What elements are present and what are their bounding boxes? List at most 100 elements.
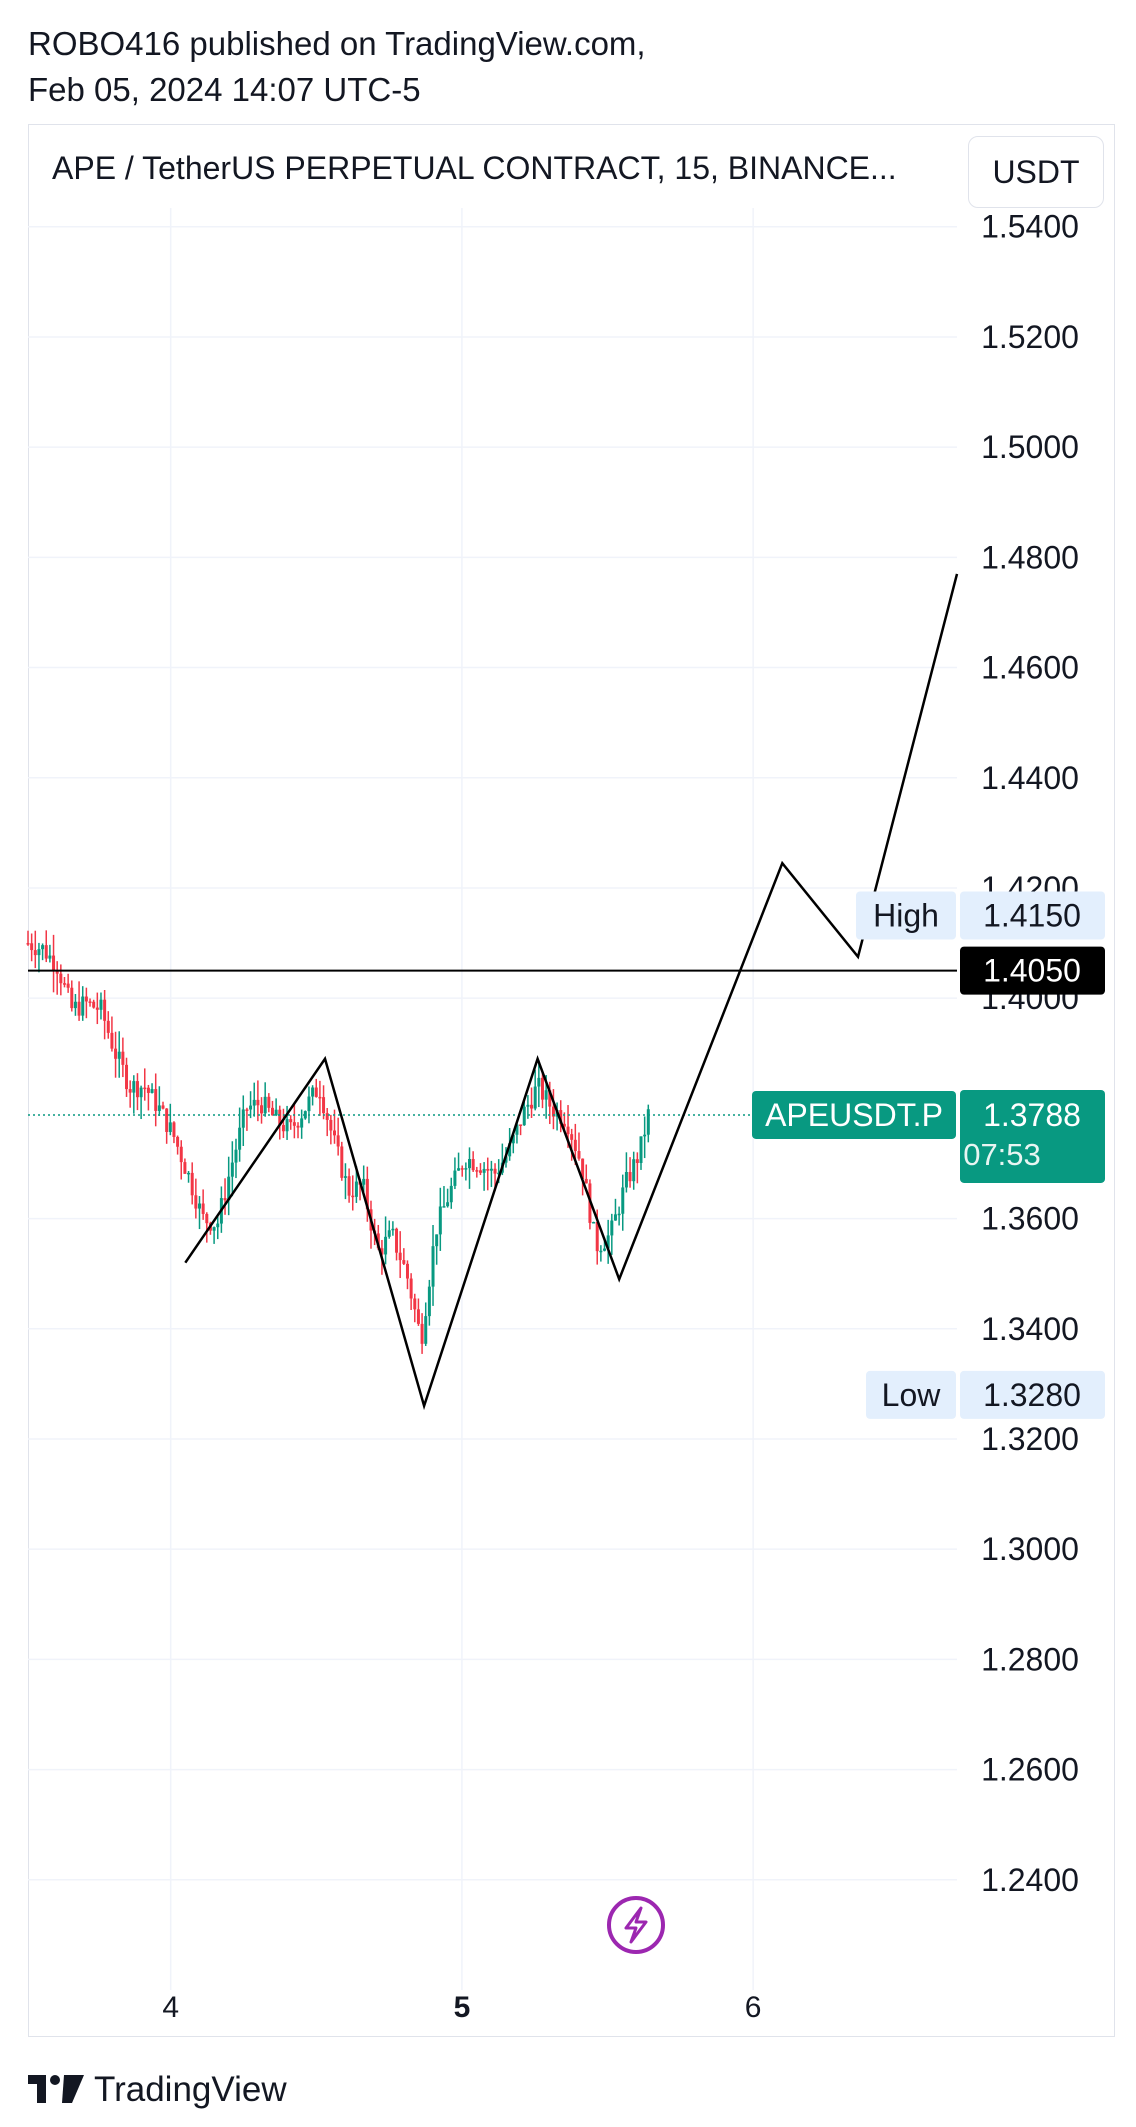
high-label-name: High (873, 898, 939, 934)
candle-body (81, 996, 85, 1016)
candle-body (92, 1001, 96, 1008)
candle-body (336, 1135, 340, 1147)
candle-body (329, 1119, 333, 1131)
candle-body (628, 1172, 632, 1182)
candle-body (453, 1170, 457, 1186)
candle-body (387, 1230, 391, 1237)
candle-body (533, 1086, 537, 1109)
bar-countdown: 07:53 (963, 1137, 1041, 1172)
candle-body (493, 1168, 497, 1174)
candle-body (347, 1176, 351, 1196)
candle-body (30, 943, 34, 951)
y-tick-label: 1.5400 (981, 209, 1079, 245)
y-tick-label: 1.5200 (981, 319, 1079, 355)
x-tick-label: 5 (454, 1991, 471, 2024)
candle-body (592, 1222, 596, 1224)
candle-body (530, 1104, 534, 1109)
candle-body (168, 1122, 172, 1132)
candle-body (154, 1089, 158, 1111)
candle-body (88, 1001, 92, 1003)
symbol-name: APEUSDT.P (765, 1097, 943, 1133)
candle-body (55, 970, 59, 974)
candle-body (475, 1170, 479, 1172)
candle-body (307, 1096, 311, 1112)
candle-body (606, 1235, 610, 1249)
last-price-box (960, 1089, 1105, 1183)
candle-body (103, 999, 107, 1021)
candle-body (471, 1159, 475, 1171)
high-label-name-box (856, 891, 956, 940)
candle-body (260, 1105, 264, 1114)
candle-body (405, 1263, 409, 1279)
candle-body (132, 1081, 136, 1093)
candle-body (570, 1134, 574, 1140)
candle-body (114, 1048, 118, 1059)
candle-body (365, 1178, 369, 1210)
candle-body (197, 1203, 201, 1209)
y-tick-label: 1.3400 (981, 1311, 1079, 1347)
candle-body (252, 1099, 256, 1106)
candle-body (318, 1096, 322, 1099)
candle-body (519, 1124, 523, 1126)
candle-body (263, 1096, 267, 1114)
candle-body (380, 1248, 384, 1255)
low-label-value-box (960, 1370, 1105, 1419)
candle-body (632, 1159, 636, 1182)
candle-body (125, 1064, 129, 1090)
candle-body (351, 1195, 355, 1198)
candle-body (52, 955, 56, 971)
candle-body (33, 950, 37, 956)
candle-body (420, 1323, 424, 1344)
x-axis: 4 5 6 (162, 1991, 761, 2024)
last-price-value: 1.3788 (983, 1097, 1081, 1133)
high-label-value: 1.4150 (983, 898, 1081, 934)
candle-body (595, 1222, 599, 1252)
candle-body (431, 1246, 435, 1287)
candle-body (486, 1168, 490, 1171)
candle-body (296, 1125, 300, 1128)
candle-body (256, 1099, 260, 1106)
candle-body (95, 1007, 99, 1010)
candle-body (99, 999, 103, 1010)
footer-brand[interactable]: TradingView (28, 2070, 287, 2110)
currency-unit-button[interactable]: USDT (968, 136, 1104, 208)
candle-body (566, 1126, 570, 1135)
candle-body (402, 1260, 406, 1264)
level-label: 1.4050 (960, 946, 1105, 995)
x-tick-label: 4 (162, 1991, 179, 2024)
candle-body (73, 1001, 77, 1009)
y-tick-label: 1.2600 (981, 1752, 1079, 1788)
candle-body (599, 1250, 603, 1253)
candle-body (187, 1172, 191, 1175)
candle-body (340, 1146, 344, 1178)
candle-body (362, 1178, 366, 1185)
candle-body (106, 1020, 110, 1033)
candle-body (26, 943, 30, 945)
y-tick-label: 1.3000 (981, 1531, 1079, 1567)
candle-body (581, 1158, 585, 1179)
high-label: 1.4150 High (856, 891, 1105, 940)
y-tick-label: 1.4600 (981, 650, 1079, 686)
publisher-line: ROBO416 published on TradingView.com, (28, 25, 646, 62)
candle-body (194, 1195, 198, 1209)
candle-body (635, 1159, 639, 1163)
chart-frame (28, 124, 1115, 2037)
candle-body (161, 1105, 165, 1109)
candle-body (241, 1109, 245, 1128)
candle-body (333, 1130, 337, 1136)
candle-body (205, 1213, 209, 1224)
candle-body (508, 1143, 512, 1157)
candle-body (117, 1051, 121, 1059)
candle-body (285, 1119, 289, 1132)
candle-body (179, 1146, 183, 1163)
candle-body (526, 1104, 530, 1107)
candle-body (409, 1278, 413, 1299)
candle-body (274, 1109, 278, 1116)
candle-body (325, 1113, 329, 1120)
candle-body (201, 1203, 205, 1214)
candle-body (562, 1123, 566, 1127)
flash-icon[interactable] (607, 1896, 665, 1954)
candles (26, 930, 650, 1354)
candle-body (150, 1089, 154, 1093)
